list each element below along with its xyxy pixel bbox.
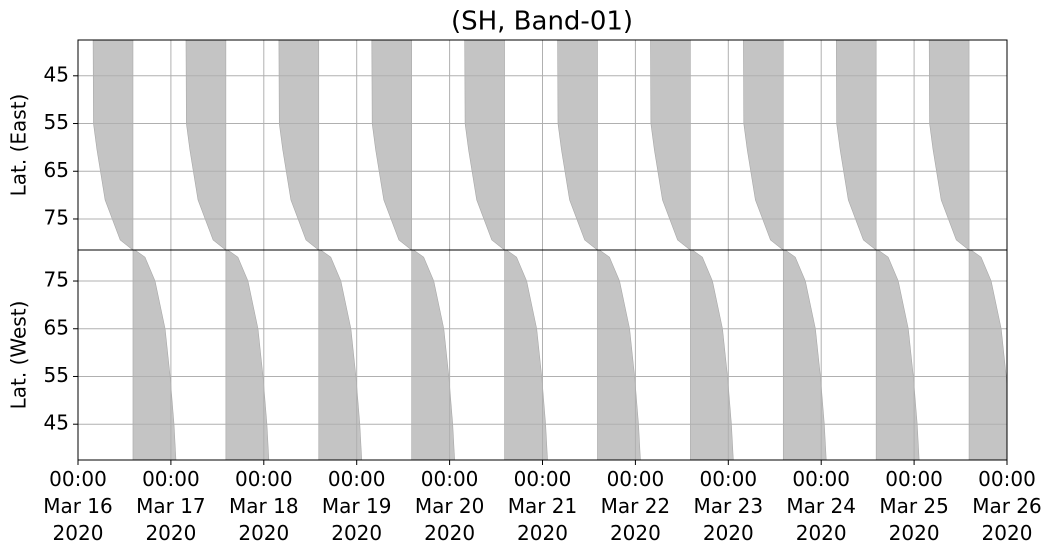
- x-tick-label: 00:00 Mar 17 2020: [136, 467, 206, 545]
- x-tick-label: 00:00 Mar 20 2020: [414, 467, 485, 545]
- x-tick-label: 00:00 Mar 23 2020: [693, 467, 764, 545]
- x-tick-label: 00:00 Mar 24 2020: [786, 467, 856, 545]
- coverage-swath: [875, 249, 920, 460]
- y-axis-label: Lat. (West): [7, 301, 31, 410]
- coverage-swath: [185, 40, 227, 251]
- coverage-swath: [650, 40, 691, 251]
- y-tick-label: 45: [44, 62, 69, 86]
- x-tick-label: 00:00 Mar 25 2020: [879, 467, 949, 545]
- coverage-swath: [557, 40, 598, 251]
- coverage-swath: [835, 40, 877, 251]
- coverage-swath: [411, 249, 455, 460]
- coverage-swath: [743, 40, 784, 251]
- y-tick-label: 45: [44, 411, 69, 435]
- x-tick-label: 00:00 Mar 22 2020: [600, 467, 671, 545]
- y-tick-label: 65: [44, 315, 69, 339]
- coverage-swath: [690, 249, 734, 460]
- y-tick-label: 75: [44, 268, 69, 292]
- chart-title: (SH, Band-01): [451, 7, 633, 37]
- coverage-swath: [92, 40, 134, 251]
- coverage-swath: [928, 40, 970, 251]
- y-tick-label: 65: [44, 158, 69, 182]
- coverage-swath: [371, 40, 412, 251]
- coverage-swath: [132, 249, 177, 460]
- coverage-swath: [464, 40, 505, 251]
- panel: [92, 40, 970, 251]
- coverage-swath: [318, 249, 363, 460]
- x-tick-label: 00:00 Mar 18 2020: [229, 467, 299, 545]
- y-tick-label: 55: [44, 110, 69, 134]
- panel: [132, 249, 1007, 460]
- coverage-swath: [225, 249, 270, 460]
- x-tick-label: 00:00 Mar 16 2020: [43, 467, 113, 545]
- y-tick-label: 75: [44, 205, 69, 229]
- x-tick-label: 00:00 Mar 26 2020: [972, 467, 1042, 545]
- coverage-swath: [597, 249, 641, 460]
- x-tick-label: 00:00 Mar 19 2020: [321, 467, 392, 545]
- y-axis-label: Lat. (East): [7, 94, 31, 197]
- x-tick-label: 00:00 Mar 21 2020: [507, 467, 578, 545]
- coverage-swath: [968, 249, 1007, 460]
- coverage-swath: [782, 249, 827, 460]
- coverage-swath: [504, 249, 548, 460]
- coverage-swath: [278, 40, 320, 251]
- y-tick-label: 55: [44, 363, 69, 387]
